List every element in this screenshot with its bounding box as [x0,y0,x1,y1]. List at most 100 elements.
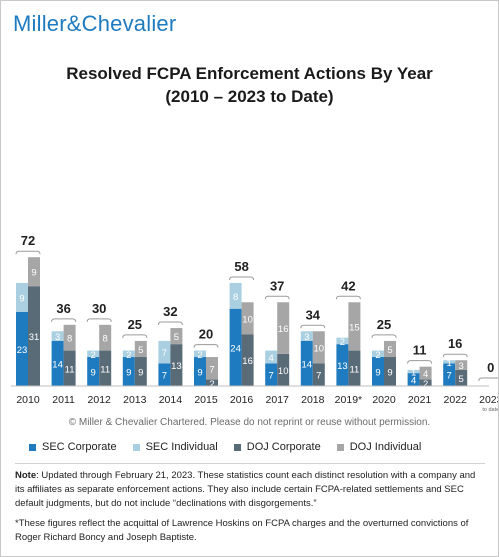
bar-doj-individual [206,357,218,380]
bar-sec-individual [51,331,64,341]
bar-value-label: 1 [447,358,452,369]
bar-doj-individual [312,331,325,364]
bar-doj-corporate [134,357,147,386]
bar-value-label: 7 [209,364,214,375]
bar-value-label: 7 [447,371,452,382]
total-bracket [86,318,112,322]
bar-doj-corporate [170,344,183,386]
bar-value-label: 31 [29,332,40,343]
bar-value-label: 7 [162,371,167,382]
bar-value-label: 23 [17,345,28,356]
bar-sec-corporate [336,344,349,386]
bar-sec-corporate [194,357,206,386]
bar-sec-corporate [407,373,420,386]
bar-value-label: 8 [233,292,238,303]
bar-doj-individual [384,340,396,358]
total-bracket [122,334,148,338]
bar-value-label: 14 [52,359,63,370]
x-tick-label: 2020 [372,394,396,406]
total-bracket [157,321,183,326]
legend-swatch [233,443,241,451]
bar-sec-corporate [229,308,242,386]
bar-value-label: 3 [304,332,309,343]
bar-value-label: 2 [209,379,214,390]
total-bracket [193,344,219,348]
total-bracket [229,276,255,280]
total-label: 11 [413,343,427,358]
x-tick-label: 2017 [266,394,290,406]
legend-swatch [29,443,36,451]
x-tick-label: 2010 [16,394,40,406]
bar-value-label: 2 [126,350,131,361]
copyright-text: © Miller & Chevalier Chartered. Please d… [68,417,431,428]
bar-value-label: 2 [375,350,380,361]
bar-doj-individual [170,328,183,345]
legend-swatch [132,443,140,451]
bar-sec-corporate [87,357,100,386]
total-bracket [478,377,498,382]
bar-value-label: 3 [55,332,60,343]
bar-value-label: 11 [100,364,110,375]
bar-value-label: 14 [302,359,313,370]
bar-value-label: 2 [91,350,96,361]
bar-sec-individual [229,282,242,309]
total-label: 25 [377,317,391,332]
bar-value-label: 10 [314,343,325,354]
bar-value-label: 9 [387,368,392,379]
total-label: 30 [92,301,106,316]
bar-doj-corporate [99,350,112,386]
bar-chart: 2393197220101431183620119211830201292952… [11,233,498,413]
bar-sec-individual [443,360,456,364]
bar-value-label: 2 [340,337,345,348]
bar-sec-corporate [443,363,456,386]
bar-doj-corporate [206,379,218,386]
divider [15,463,485,464]
bar-value-label: 9 [197,368,202,379]
bar-value-label: 1 [411,368,416,379]
bar-value-label: 5 [174,332,179,343]
total-label: 20 [199,327,213,342]
x-tick-label: 2014 [159,394,183,406]
legend-item-doj-corporate: DOJ Corporate [233,441,321,453]
total-bracket [442,353,468,358]
total-bracket [264,295,290,300]
bar-value-label: 7 [269,371,274,382]
total-bracket [51,318,77,322]
x-tick-sublabel: to date [482,407,498,413]
total-bracket [335,295,361,300]
x-tick-label: 2016 [230,394,254,406]
legend-item-sec-corporate: SEC Corporate [29,441,117,453]
bar-doj-corporate [312,363,325,386]
bar-value-label: 8 [67,334,72,345]
legend-item-sec-individual: SEC Individual [132,441,218,453]
bar-doj-corporate [455,369,468,386]
bar-sec-corporate [122,357,135,386]
x-tick-label: 2011 [52,394,75,406]
total-label: 72 [21,233,35,248]
bar-doj-individual [134,340,147,358]
bar-value-label: 5 [459,374,464,385]
bar-value-label: 13 [337,361,348,372]
total-label: 34 [306,307,321,322]
bar-value-label: 9 [375,368,380,379]
bar-doj-corporate [348,350,361,386]
bar-doj-individual [241,302,254,335]
bar-doj-corporate [384,357,396,386]
bar-value-label: 13 [171,361,182,372]
total-bracket [407,360,433,364]
bar-doj-individual [348,302,361,351]
x-tick-label: 2015 [194,394,218,406]
bar-value-label: 4 [423,369,428,380]
bar-doj-individual [277,302,290,354]
bar-doj-individual [99,324,112,351]
bar-doj-individual [419,366,432,380]
bar-value-label: 2 [197,350,202,361]
bar-doj-corporate [28,286,40,386]
bar-value-label: 5 [387,345,392,356]
total-label: 58 [234,259,248,274]
bar-value-label: 7 [316,371,321,382]
x-tick-label: 2021 [408,394,432,406]
bar-doj-corporate [63,350,76,386]
total-label: 16 [448,336,462,351]
legend-item-doj-individual: DOJ Individual [336,441,421,453]
